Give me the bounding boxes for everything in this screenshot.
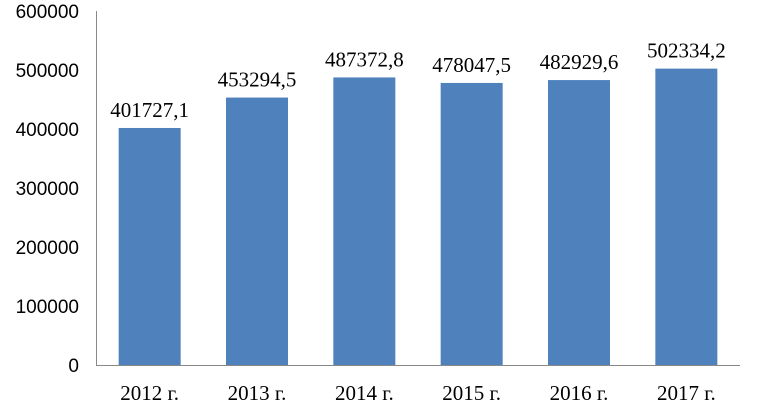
bar-data-label: 482929,6 — [540, 50, 619, 74]
x-tick-label: 2015 г. — [442, 381, 501, 405]
bar — [655, 68, 718, 365]
y-axis-ticks: 0 100000 200000 300000 400000 500000 600000 — [16, 2, 79, 377]
y-tick-label: 400000 — [16, 120, 79, 141]
bar-data-label: 478047,5 — [432, 53, 511, 77]
bar-data-label: 487372,8 — [325, 47, 404, 71]
bars-group — [118, 68, 718, 366]
y-tick-label: 500000 — [16, 61, 79, 82]
y-tick-label: 600000 — [16, 2, 79, 23]
y-tick-label: 0 — [68, 356, 79, 377]
bar-data-label: 502334,2 — [647, 39, 726, 63]
bar — [548, 80, 610, 365]
bar-data-label: 401727,1 — [110, 98, 189, 122]
x-tick-label: 2016 г. — [550, 381, 609, 405]
bar-data-label: 453294,5 — [218, 68, 297, 92]
bar — [440, 82, 503, 366]
x-tick-label: 2014 г. — [335, 381, 394, 405]
y-tick-label: 200000 — [16, 238, 79, 259]
bar — [333, 77, 396, 366]
x-axis-ticks: 2012 г. 2013 г. 2014 г. 2015 г. 2016 г. 2017 … — [120, 381, 715, 405]
x-tick-label: 2012 г. — [120, 381, 179, 405]
bar — [118, 127, 181, 365]
x-tick-label: 2013 г. — [228, 381, 287, 405]
x-tick-label: 2017 г. — [657, 381, 716, 405]
bar — [226, 97, 288, 365]
data-labels-group: 401727,1 453294,5 487372,8 478047,5 482929,6… — [110, 39, 725, 122]
y-tick-label: 300000 — [16, 179, 79, 200]
y-tick-label: 100000 — [16, 297, 79, 318]
